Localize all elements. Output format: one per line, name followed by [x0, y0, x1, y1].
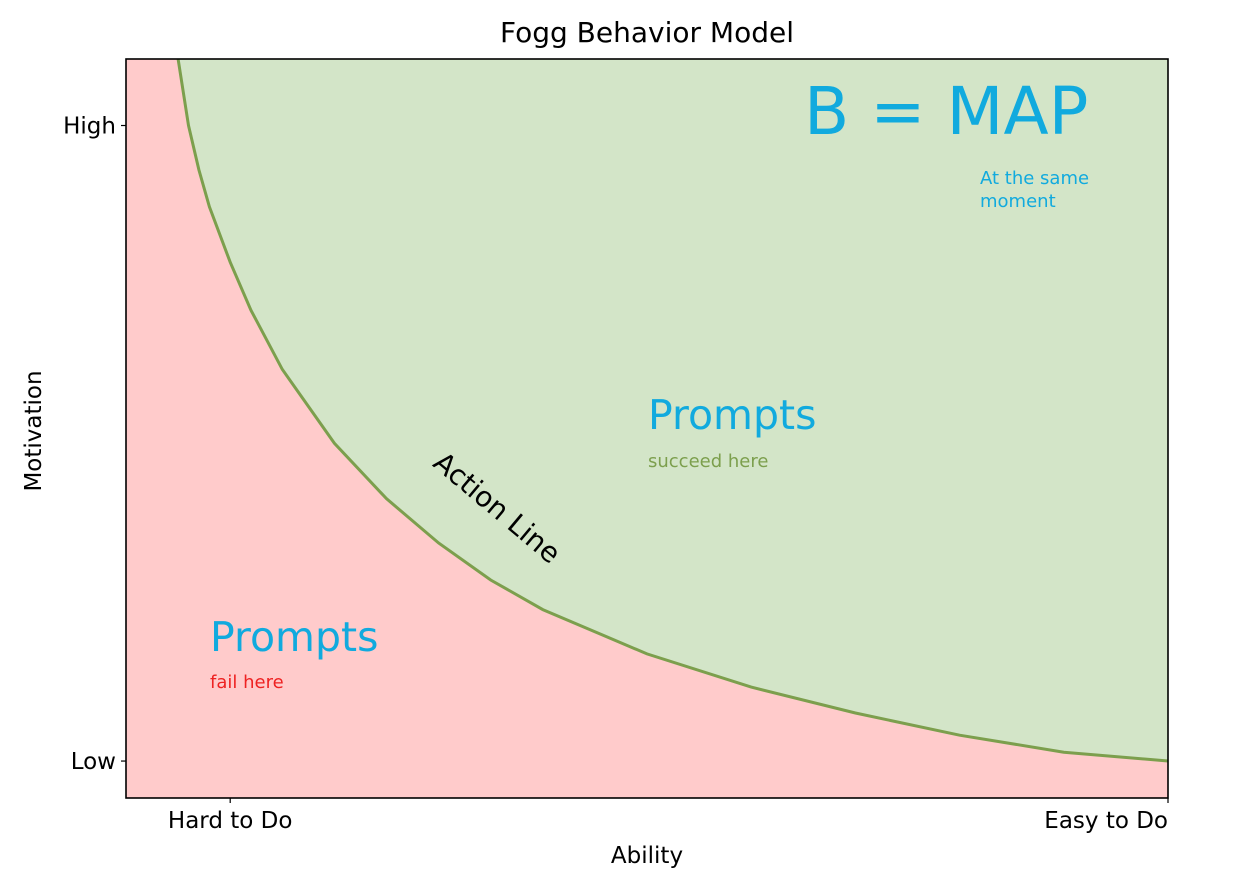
- plot-frame: [125, 58, 1169, 799]
- x-axis-ticks: Hard to Do Easy to Do: [168, 798, 1169, 834]
- fail-subtext: fail here: [210, 672, 284, 693]
- action-line: [176, 58, 1169, 763]
- equation-note-line-1: At the same: [980, 168, 1089, 189]
- plot-area: [125, 58, 1169, 799]
- success-region: [178, 59, 1169, 761]
- x-tick-label: Easy to Do: [1044, 808, 1168, 834]
- y-axis-label: Motivation: [21, 370, 47, 491]
- chart-title: Fogg Behavior Model: [500, 16, 794, 49]
- fail-prompts-label: Prompts: [210, 613, 378, 661]
- success-prompts-label: Prompts: [648, 391, 816, 439]
- y-tick-label: High: [63, 114, 116, 140]
- y-axis-ticks: Low High: [63, 114, 126, 775]
- success-subtext: succeed here: [648, 451, 768, 472]
- equation-text: B = MAP: [804, 73, 1088, 150]
- equation-note-line-2: moment: [980, 191, 1056, 212]
- x-axis-label: Ability: [611, 843, 683, 869]
- x-tick-label: Hard to Do: [168, 808, 293, 834]
- y-tick-label: Low: [71, 749, 116, 775]
